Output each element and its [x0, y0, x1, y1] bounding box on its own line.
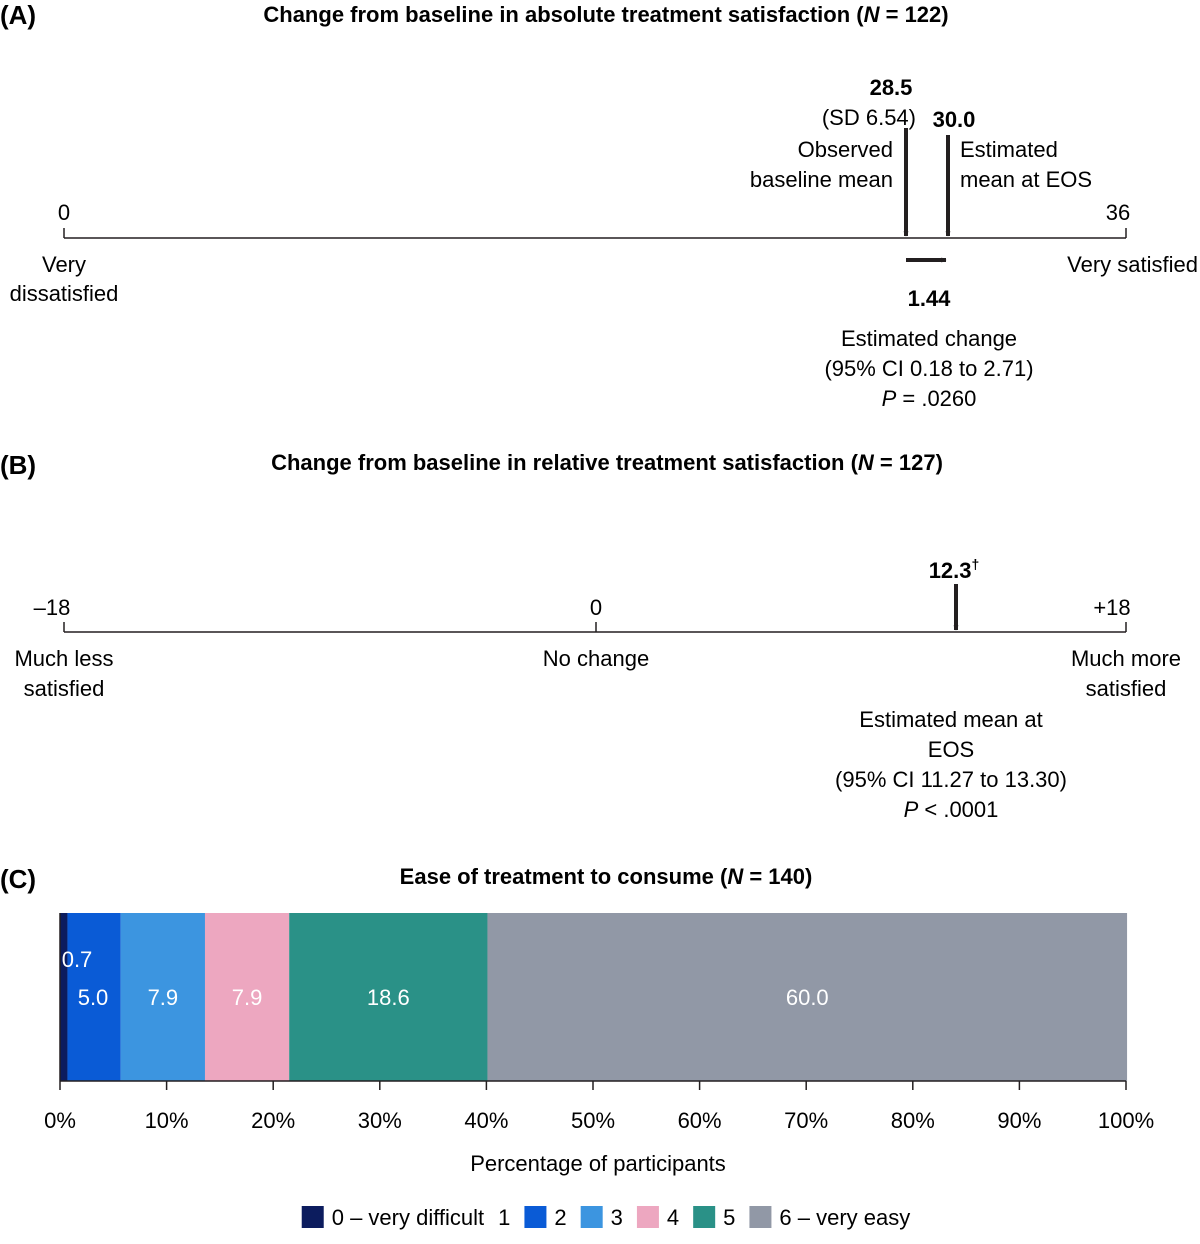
legend-swatch-5: [693, 1206, 716, 1228]
bar-segment-2: [67, 913, 121, 1081]
change-label: Estimated change: [841, 326, 1017, 351]
bar-value-label-0: 0.7: [62, 947, 93, 972]
x-axis-ticks: 0% 10% 20% 30% 40% 50% 60% 70% 80% 90% 100%: [44, 1081, 1154, 1133]
legend-label-1: 1: [498, 1205, 510, 1230]
panel-b-min-label: –18: [34, 595, 71, 620]
bar-value-label-4: 7.9: [232, 985, 263, 1010]
panel-b-right-anchor: Much more satisfied: [1071, 646, 1181, 701]
panel-b: (B) Change from baseline in relative tre…: [0, 450, 1181, 822]
relative-estimate-ci: (95% CI 11.27 to 13.30): [835, 767, 1067, 792]
legend-swatch-0: [301, 1206, 324, 1228]
change-p-value: P = .0260: [882, 386, 977, 411]
panel-a-right-anchor: Very satisfied: [1067, 252, 1198, 277]
panel-a: (A) Change from baseline in absolute tre…: [0, 0, 1198, 411]
panel-c-title: Ease of treatment to consume (N = 140): [400, 864, 813, 889]
change-value: 1.44: [908, 286, 952, 311]
panel-a-max-label: 36: [1106, 200, 1130, 225]
eos-label: Estimated mean at EOS: [960, 137, 1092, 192]
baseline-label: Observed baseline mean: [750, 137, 893, 192]
bar-value-label-3: 7.9: [148, 985, 179, 1010]
legend-swatch-4: [636, 1206, 659, 1228]
x-tick-label-8: 80%: [891, 1108, 935, 1133]
bar-value-label-5: 18.6: [367, 985, 410, 1010]
eos-value: 30.0: [933, 107, 976, 132]
bar-segment-0: [60, 913, 68, 1081]
x-tick-label-7: 70%: [784, 1108, 828, 1133]
panel-c: (C) Ease of treatment to consume (N = 14…: [0, 864, 1154, 1230]
panel-a-label: (A): [0, 0, 36, 30]
legend-swatch-2: [524, 1206, 547, 1228]
x-axis-label: Percentage of participants: [470, 1151, 726, 1176]
bar-value-label-2: 5.0: [78, 985, 109, 1010]
panel-a-title: Change from baseline in absolute treatme…: [263, 2, 948, 27]
panel-a-min-label: 0: [58, 200, 70, 225]
relative-estimate-label: Estimated mean at EOS: [859, 707, 1042, 762]
x-tick-label-10: 100%: [1098, 1108, 1154, 1133]
panel-b-max-label: +18: [1093, 595, 1130, 620]
legend-label-3: 3: [611, 1205, 623, 1230]
bar-segment-3: [120, 913, 205, 1081]
panel-b-mid-label: 0: [590, 595, 602, 620]
panel-b-left-anchor: Much less satisfied: [14, 646, 113, 701]
bar-segment-5: [289, 913, 488, 1081]
x-tick-label-4: 40%: [464, 1108, 508, 1133]
legend-label-6: 6 – very easy: [779, 1205, 910, 1230]
bar-segment-6: [487, 913, 1128, 1081]
x-tick-label-0: 0%: [44, 1108, 76, 1133]
panel-b-mid-anchor: No change: [543, 646, 649, 671]
legend-swatch-3: [580, 1206, 603, 1228]
bar-segment-4: [204, 913, 290, 1081]
panel-b-title: Change from baseline in relative treatme…: [271, 450, 943, 475]
panel-c-label: (C): [0, 864, 36, 894]
baseline-sd: (SD 6.54): [822, 105, 916, 130]
x-tick-label-1: 10%: [145, 1108, 189, 1133]
panel-b-label: (B): [0, 450, 36, 480]
relative-estimate-p-value: P < .0001: [904, 797, 999, 822]
panel-a-left-anchor: Very dissatisfied: [10, 252, 119, 306]
change-ci: (95% CI 0.18 to 2.71): [824, 356, 1033, 381]
legend-label-2: 2: [554, 1205, 566, 1230]
legend-label-5: 5: [723, 1205, 735, 1230]
legend-label-4: 4: [667, 1205, 679, 1230]
baseline-value: 28.5: [870, 75, 913, 100]
x-tick-label-5: 50%: [571, 1108, 615, 1133]
x-tick-label-3: 30%: [358, 1108, 402, 1133]
legend: 0 – very difficult 1 2 3 4 5 6 – very easy: [301, 1205, 910, 1230]
stacked-bar: [60, 913, 1128, 1081]
legend-label-0: 0 – very difficult: [332, 1205, 484, 1230]
legend-swatch-6: [749, 1206, 772, 1228]
relative-estimate-value: 12.3†: [929, 556, 980, 583]
stacked-bar-labels: 0.7 5.0 7.9 7.9 18.6 60.0: [62, 947, 829, 1010]
x-tick-label-9: 90%: [997, 1108, 1041, 1133]
bar-value-label-6: 60.0: [786, 985, 829, 1010]
x-tick-label-2: 20%: [251, 1108, 295, 1133]
x-tick-label-6: 60%: [678, 1108, 722, 1133]
